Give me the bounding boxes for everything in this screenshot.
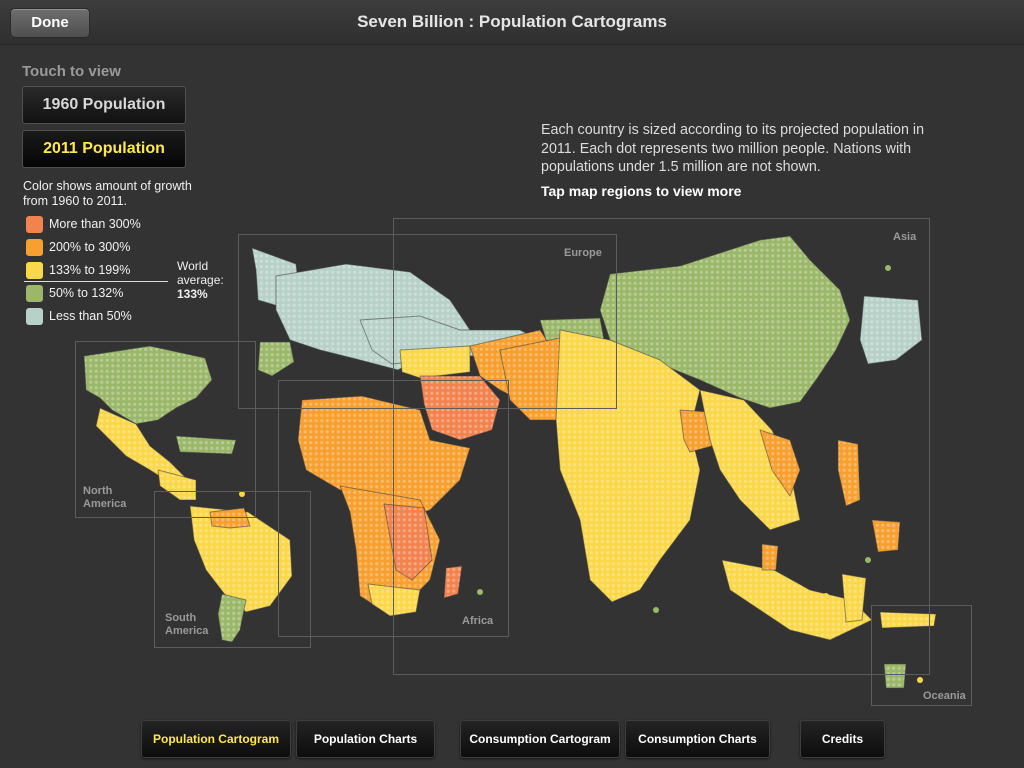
nav-credits[interactable]: Credits xyxy=(800,720,885,758)
legend-label: More than 300% xyxy=(49,217,141,231)
tap-hint: Tap map regions to view more xyxy=(541,183,742,199)
map-region-na-central[interactable] xyxy=(157,469,197,501)
map-island-dot xyxy=(477,589,483,595)
legend-label: Less than 50% xyxy=(49,309,132,323)
region-south-america[interactable] xyxy=(154,491,311,648)
world-average-label: World average: xyxy=(177,259,224,287)
region-africa[interactable] xyxy=(278,380,509,637)
map-region-as-india[interactable] xyxy=(555,329,701,603)
legend-title: Color shows amount of growth from 1960 t… xyxy=(23,179,192,208)
map-region-na-caribbean[interactable] xyxy=(175,435,237,455)
nav-consumption-charts[interactable]: Consumption Charts xyxy=(625,720,770,758)
map-island-dot xyxy=(653,607,659,613)
map-region-sa-south[interactable] xyxy=(217,593,247,643)
map-island-dot xyxy=(865,557,871,563)
map-region-as-indonesia[interactable] xyxy=(721,559,873,641)
map-island-dot xyxy=(239,491,245,497)
legend-swatch xyxy=(26,216,43,233)
map-region-as-vietnam[interactable] xyxy=(759,429,801,497)
app-title: Seven Billion : Population Cartograms xyxy=(357,12,667,31)
legend-label: 133% to 199% xyxy=(49,263,131,277)
legend-label: 50% to 132% xyxy=(49,286,124,300)
region-north-america[interactable] xyxy=(75,341,256,518)
region-oceania[interactable] xyxy=(871,605,972,706)
legend-swatch xyxy=(26,262,43,279)
map-region-na-canada-usa[interactable] xyxy=(83,345,213,425)
legend-swatch xyxy=(26,308,43,325)
map-region-oc-australia[interactable] xyxy=(879,611,937,629)
world-average: World average: 133% xyxy=(177,259,229,301)
map-island-dot xyxy=(823,593,829,599)
region-europe[interactable] xyxy=(238,234,617,409)
touch-to-view-label: Touch to view xyxy=(22,63,121,80)
map-region-me-turkey[interactable] xyxy=(399,345,471,379)
map-description: Each country is sized according to its p… xyxy=(541,122,925,175)
region-label-europe: Europe xyxy=(564,247,602,259)
map-region-eu-iberia[interactable] xyxy=(257,341,295,377)
region-label-north-america: North America xyxy=(83,485,127,510)
nav-consumption-cartogram[interactable]: Consumption Cartogram xyxy=(460,720,620,758)
map-region-sa-peru[interactable] xyxy=(209,507,251,529)
population-2011-button[interactable]: 2011 Population xyxy=(22,130,186,168)
region-label-oceania: Oceania xyxy=(923,690,966,702)
region-asia[interactable] xyxy=(393,218,930,675)
nav-population-cartogram[interactable]: Population Cartogram xyxy=(141,720,291,758)
map-region-as-papua[interactable] xyxy=(871,519,901,553)
region-label-asia: Asia xyxy=(893,231,917,243)
nav-population-charts[interactable]: Population Charts xyxy=(296,720,435,758)
region-label-africa: Africa xyxy=(462,615,494,627)
world-average-divider xyxy=(24,281,168,282)
map-region-oc-nz[interactable] xyxy=(883,663,907,689)
map-region-as-southeast[interactable] xyxy=(699,389,801,531)
map-region-af-east[interactable] xyxy=(383,503,433,581)
map-region-sa-north[interactable] xyxy=(189,505,293,613)
map-region-as-japan[interactable] xyxy=(859,295,923,365)
legend-label: 200% to 300% xyxy=(49,240,131,254)
map-region-af-south[interactable] xyxy=(367,583,421,617)
map-region-as-philippines[interactable] xyxy=(837,439,861,507)
population-1960-button[interactable]: 1960 Population xyxy=(22,86,186,124)
map-island-dot xyxy=(917,677,923,683)
top-bar: Done Seven Billion : Population Cartogra… xyxy=(0,0,1024,45)
map-island-dot xyxy=(885,265,891,271)
legend-swatch xyxy=(26,285,43,302)
map-region-af-madagascar[interactable] xyxy=(443,565,463,599)
done-button[interactable]: Done xyxy=(10,8,90,38)
world-average-value: 133% xyxy=(177,287,208,301)
map-region-as-sri[interactable] xyxy=(761,543,779,571)
region-label-south-america: South America xyxy=(165,612,209,637)
legend-swatch xyxy=(26,239,43,256)
map-region-as-indo-east[interactable] xyxy=(841,573,867,623)
